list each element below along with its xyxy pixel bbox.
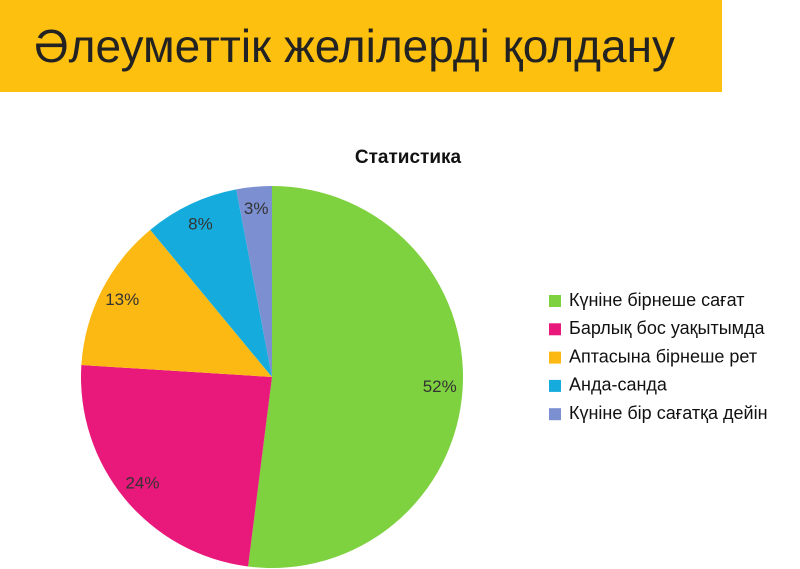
data-label: 24% — [125, 474, 159, 493]
pie-slice — [80, 365, 273, 567]
data-label: 8% — [188, 214, 213, 233]
legend-swatch — [549, 408, 561, 421]
data-label: 13% — [105, 290, 139, 309]
title-bar — [0, 0, 722, 92]
legend-label: Күніне бірнеше сағат — [569, 290, 745, 310]
legend-label: Күніне бір сағатқа дейін — [569, 403, 768, 423]
legend-swatch — [549, 379, 561, 392]
data-label: 52% — [423, 377, 457, 396]
pie-slice — [236, 186, 272, 377]
legend-label: Аптасына бірнеше рет — [569, 346, 757, 366]
pie: 52% 24% 13% 8% 3% — [80, 186, 463, 568]
pie-slice — [248, 186, 463, 568]
legend-label: Анда-санда — [569, 375, 668, 395]
pie-slice — [81, 229, 272, 377]
data-label: 3% — [244, 199, 269, 218]
legend-swatch — [549, 351, 561, 364]
pie-slice — [150, 189, 272, 377]
slide-title: Әлеуметтік желілерді қолдану — [34, 20, 675, 72]
legend-swatch — [549, 323, 561, 336]
chart-title: Статистика — [355, 147, 462, 168]
legend: Күніне бірнеше сағат Барлық бос уақытымда… — [549, 290, 768, 423]
legend-swatch — [549, 295, 561, 307]
legend-label: Барлық бос уақытымда — [569, 318, 766, 338]
